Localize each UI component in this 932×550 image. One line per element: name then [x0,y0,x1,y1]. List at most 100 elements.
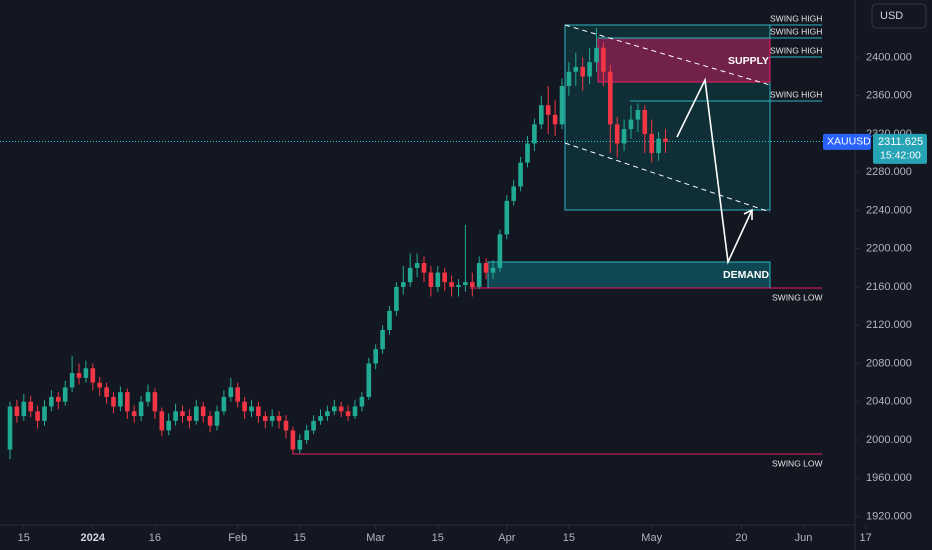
candle-body [256,406,261,417]
candle-body [663,138,668,142]
candle-body [580,66,585,77]
candle-body [552,114,558,125]
candle-body [497,234,503,268]
candle-body [601,47,606,72]
candle-body [504,200,510,235]
candle-body [242,401,247,412]
candle-body [608,71,613,125]
y-tick-label: 2360.000 [866,90,912,102]
candle-body [490,267,496,273]
candle-body [525,143,530,163]
candle-body [621,129,627,144]
candle-body [83,368,89,378]
candle-body [207,416,213,426]
candle-body [297,440,303,450]
candle-body [304,430,309,440]
x-tick-label: 15 [432,532,444,544]
y-tick-label: 2240.000 [866,204,912,216]
y-tick-label: 2200.000 [866,243,912,255]
y-tick-label: 2120.000 [866,319,912,331]
x-tick-label: 16 [149,532,161,544]
candle-body [594,47,599,63]
candle-body [14,406,20,417]
candle-body [414,263,420,268]
x-tick-label: Feb [228,532,247,544]
arrow-head [743,208,753,220]
candle-body [28,401,33,412]
candle-body [187,416,192,421]
y-tick-label: 2040.000 [866,396,912,408]
candle-body [635,110,641,120]
candle-body [180,411,185,417]
candle-body [352,406,358,417]
candle-body [104,387,109,397]
candle-body [69,373,75,388]
candle-body [394,286,399,311]
candle-body [380,330,385,350]
candle-body [359,396,365,407]
candle-body [173,411,178,421]
candle-body [111,396,116,407]
candle-body [42,406,47,421]
candle-body [656,138,661,154]
candle-body [421,263,427,273]
y-tick-label: 1920.000 [866,510,912,522]
y-tick-label: 2080.000 [866,357,912,369]
candle-body [90,368,96,383]
currency-button[interactable] [871,3,927,29]
candle-body [131,411,137,417]
candle-body [235,387,240,402]
candle-body [573,66,579,72]
swing-label: SWING LOW [772,458,823,468]
symbol-tag [823,133,871,150]
candle-body [159,411,165,431]
y-tick-label: 2400.000 [866,51,912,63]
swing-label: SWING HIGH [770,13,822,23]
demand-zone [487,261,771,289]
candle-body [76,373,82,378]
candle-body [145,392,151,402]
zone-label: DEMAND [723,269,769,281]
last-price: 2311.625 [878,136,923,148]
candle-body [366,363,372,397]
candle-body [138,401,144,417]
candle-body [325,411,330,417]
x-tick-label: 15 [563,532,575,544]
x-tick-label: 2024 [81,532,106,544]
projection-arrow [676,77,753,265]
candle-body [332,406,337,412]
candle-body [456,285,461,287]
candle-body [228,387,234,397]
swing-label: SWING HIGH [770,26,822,36]
x-tick-label: Apr [498,532,515,544]
x-tick-label: May [641,532,662,544]
candle-body [470,282,475,287]
candle-body [649,133,654,154]
candle-body [269,416,275,421]
candle-body [97,382,102,388]
y-tick-label: 2000.000 [866,434,912,446]
currency[interactable]: USD [880,10,903,22]
candle-body [545,105,551,115]
candle-body [311,420,316,431]
candle-body [511,186,516,201]
candle-body [7,406,13,450]
swing-label: SWING LOW [772,292,823,302]
candle-body [642,110,648,134]
swing-label: SWING HIGH [770,45,822,55]
candle-body [373,349,378,364]
channel-line [564,142,771,213]
candle-body [152,392,158,412]
x-tick-label: Mar [366,532,385,544]
candle-body [249,406,254,412]
y-tick-label: 2160.000 [866,281,912,293]
candle-body [401,282,406,287]
x-tick-label: Jun [795,532,813,544]
x-tick-label: 17 [859,532,871,544]
candle-body [49,396,54,407]
candle-body [338,406,344,412]
candle-body [483,263,489,273]
candle-body [463,282,468,286]
